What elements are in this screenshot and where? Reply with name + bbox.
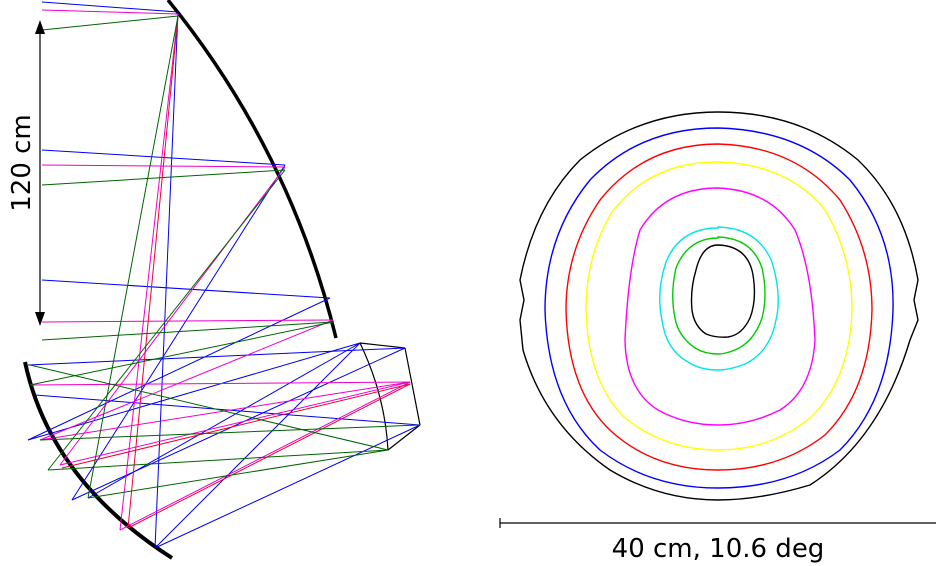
contour-cyan — [659, 226, 779, 371]
contour-yellow — [585, 161, 853, 451]
horizontal-scale-label: 40 cm, 10.6 deg — [612, 534, 825, 564]
rays-blue — [27, 1, 421, 549]
detector-assembly — [359, 342, 421, 451]
rays-red — [61, 15, 411, 529]
contour-red — [565, 143, 873, 471]
horizontal-scale-bar — [499, 518, 936, 528]
vertical-scale-bar — [35, 20, 45, 326]
ray-trace-diagram: 120 cm — [7, 0, 421, 560]
primary-mirror — [166, 0, 338, 339]
contour-black-inner — [690, 244, 756, 338]
contour-green — [672, 236, 766, 355]
vertical-scale-label: 120 cm — [7, 114, 37, 212]
contour-plot — [519, 111, 919, 501]
contour-blue — [544, 127, 894, 489]
contour-magenta — [624, 187, 816, 426]
rays-green — [29, 15, 421, 499]
secondary-mirror — [23, 361, 174, 560]
contour-black-outer — [519, 111, 919, 501]
